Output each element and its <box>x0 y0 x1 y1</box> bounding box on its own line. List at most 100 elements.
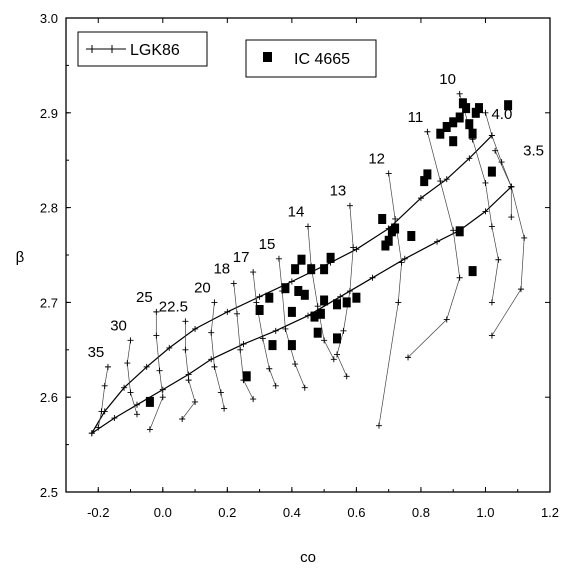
legend-model-label: LGK86 <box>130 42 180 59</box>
isochrone-line <box>336 205 354 377</box>
isochrone-marker <box>95 424 102 431</box>
isochrone-marker <box>237 346 244 353</box>
isochrone-marker <box>456 274 463 281</box>
isochrone-marker <box>456 90 463 97</box>
isochrone-marker <box>98 408 105 415</box>
model-grid-marker <box>288 278 295 285</box>
isochrone-marker <box>127 389 134 396</box>
model-grid-marker <box>166 344 173 351</box>
isochrone-marker <box>208 329 215 336</box>
legend-observed-marker <box>263 52 272 62</box>
isochrone-marker <box>488 223 495 230</box>
isochrone-marker <box>508 214 515 221</box>
isochrone-marker <box>517 286 524 293</box>
isochrone-marker <box>259 335 266 342</box>
isochrone-label: 35 <box>88 344 105 361</box>
observed-star-marker <box>407 231 416 241</box>
observed-star-marker <box>316 308 325 319</box>
isochrone-lines <box>95 90 528 433</box>
isochrone-marker <box>321 337 328 344</box>
isochrone-marker <box>492 147 499 154</box>
model-grid-marker <box>185 371 192 378</box>
observed-star-marker <box>300 289 309 300</box>
x-tick-label: -0.2 <box>87 505 109 520</box>
isochrone-line <box>181 321 196 420</box>
model-grid-marker <box>353 246 360 253</box>
observed-star-marker <box>255 305 264 315</box>
observed-star-marker <box>326 252 335 263</box>
isochrone-label: 10 <box>439 71 456 88</box>
isochrone-marker <box>385 170 392 177</box>
isochrone-marker <box>395 299 402 306</box>
observed-star-marker <box>287 306 296 317</box>
isochrone-marker <box>101 382 108 389</box>
observed-star-marker <box>307 264 316 275</box>
legend-observed-label: IC 4665 <box>294 51 350 68</box>
isochrone-marker <box>508 183 515 190</box>
isochrone-marker <box>253 299 260 306</box>
observed-star-marker <box>297 254 306 265</box>
observed-star-marker <box>455 226 464 237</box>
isochrone-marker <box>443 316 450 323</box>
x-tick-label: 0.4 <box>283 505 301 520</box>
isochrone-marker <box>234 310 241 317</box>
isochrone-marker <box>211 299 218 306</box>
model-grid-marker <box>121 384 128 391</box>
observed-star-marker <box>287 340 296 351</box>
observed-star-marker <box>465 119 474 130</box>
isochrone-label: 11 <box>408 109 424 126</box>
metallicity-track-line <box>91 135 493 434</box>
model-grid-marker <box>272 327 279 334</box>
isochrone-marker <box>488 332 495 339</box>
isochrone-marker <box>192 398 199 405</box>
isochrone-marker <box>266 365 273 372</box>
model-grid-marker <box>256 293 263 300</box>
isochrone-marker <box>153 308 160 315</box>
model-grid-marker <box>401 255 408 262</box>
legend-observed: IC 4665 <box>245 39 377 78</box>
observed-star-marker <box>462 103 471 114</box>
x-tick-label: 1.0 <box>476 505 494 520</box>
isochrone-line <box>97 366 109 428</box>
isochrone-label: 22.5 <box>159 298 188 315</box>
isochrone-marker <box>153 332 160 339</box>
isochrone-line <box>126 340 138 415</box>
model-grid-marker <box>369 274 376 281</box>
isochrone-label: 12 <box>368 150 385 167</box>
observed-star-marker <box>268 340 277 351</box>
metallicity-tracks <box>88 132 515 437</box>
observed-star-marker <box>487 166 496 177</box>
model-grid-marker <box>240 341 247 348</box>
isochrone-marker <box>272 382 279 389</box>
observed-star-marker <box>281 283 290 294</box>
isochrone-marker <box>314 303 321 310</box>
y-axis-ticks: 2.5 2.6 2.7 2.8 2.9 3.0 <box>40 11 550 500</box>
observed-star-marker <box>449 136 458 147</box>
isochrone-marker <box>437 178 444 185</box>
model-grid-marker <box>159 386 166 393</box>
isochrone-label: 18 <box>213 260 230 277</box>
isochrone-marker <box>488 132 495 139</box>
observed-star-marker <box>420 176 429 187</box>
observed-star-marker <box>378 214 387 224</box>
observed-star-marker <box>384 235 393 246</box>
model-grid-marker <box>111 415 118 422</box>
model-grid-marker <box>443 176 450 183</box>
observed-points <box>145 98 513 407</box>
y-axis-label: β <box>16 249 25 266</box>
isochrone-line <box>307 226 335 360</box>
isochrone-marker <box>250 269 257 276</box>
isochrone-marker <box>305 223 311 230</box>
isochrone-marker <box>424 128 431 135</box>
plot-frame <box>65 17 551 493</box>
isochrone-marker <box>127 337 134 344</box>
x-axis-ticks: -0.2 0.0 0.2 0.4 0.6 0.8 1.0 1.2 <box>65 18 559 520</box>
observed-star-marker <box>145 396 154 407</box>
isochrone-marker <box>482 179 489 186</box>
y-tick-label: 3.0 <box>40 11 58 26</box>
model-grid-marker <box>192 325 199 332</box>
observed-star-marker <box>333 299 341 310</box>
y-tick-label: 2.5 <box>40 485 58 500</box>
observed-star-marker <box>310 311 319 322</box>
isochrone-marker <box>211 363 218 370</box>
